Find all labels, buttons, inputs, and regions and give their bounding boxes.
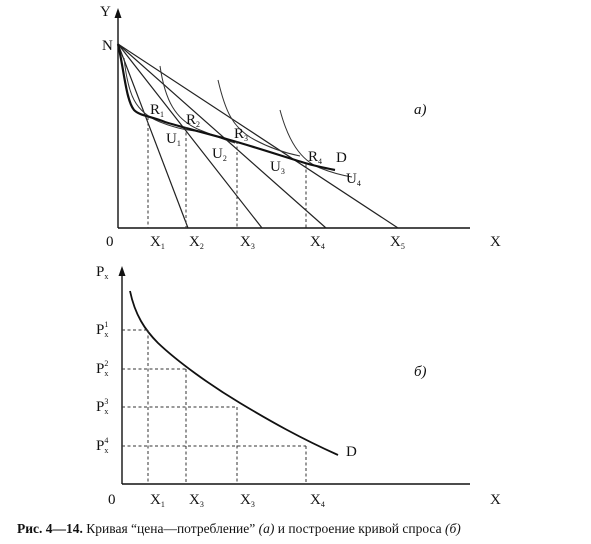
price-level-label-4: P4 x — [96, 436, 108, 455]
bottom-y-axis-label: Px — [96, 264, 108, 281]
figure-caption: Рис. 4—14. Кривая “цена—потребление” (а)… — [17, 521, 587, 537]
budget-line-2 — [117, 43, 263, 229]
top-panel: Y N 0 X а) D R1 R2 R3 R4 U1 U2 U3 U4 X1 … — [100, 4, 501, 251]
caption-text: Кривая “цена—потребление” — [86, 521, 256, 536]
price-level-label-2: P2 x — [96, 359, 108, 378]
panel-tag-b: б) — [414, 364, 427, 380]
top-x-tick-5: X5 — [390, 234, 405, 251]
indifference-label-u4: U4 — [346, 171, 361, 188]
point-r4: R4 — [308, 149, 322, 166]
budget-line-3 — [117, 43, 327, 229]
top-y-arrow — [114, 8, 122, 18]
bottom-curve-label: D — [346, 444, 357, 460]
top-x-axis-label: X — [490, 234, 501, 250]
indifference-label-u1: U1 — [166, 131, 181, 148]
top-x-tick-3: X3 — [240, 234, 255, 251]
caption-tag-a: (а) — [258, 521, 275, 536]
top-x-tick-1: X1 — [150, 234, 165, 251]
caption-number: Рис. 4—14. — [17, 521, 83, 536]
indifference-curve-4 — [279, 109, 353, 178]
bottom-origin-label: 0 — [108, 492, 116, 508]
bottom-panel: Px 0 X б) D P1 x P2 x P3 x P4 x X1 X3 X3 X4 — [96, 264, 501, 509]
top-curve-label: D — [336, 150, 347, 166]
top-x-tick-4: X4 — [310, 234, 325, 251]
indifference-label-u2: U2 — [212, 146, 227, 163]
bottom-x-tick-3: X3 — [240, 492, 255, 509]
top-origin-label: 0 — [106, 234, 114, 250]
top-y-axis-label: Y — [100, 4, 111, 20]
point-r3: R3 — [234, 126, 248, 143]
indifference-label-u3: U3 — [270, 159, 285, 176]
bottom-x-tick-1: X1 — [150, 492, 165, 509]
indifference-curve-3 — [217, 79, 301, 157]
budget-line-1 — [117, 43, 189, 229]
price-level-label-1: P1 x — [96, 320, 108, 339]
caption-tag-b: (б) — [444, 521, 461, 536]
bottom-y-arrow — [118, 266, 126, 276]
budget-line-4 — [117, 43, 399, 229]
intercept-label: N — [102, 38, 113, 54]
bottom-x-axis-label: X — [490, 492, 501, 508]
caption-middle: и построение кривой спроса — [277, 521, 442, 536]
demand-curve — [129, 290, 339, 456]
point-r1: R1 — [150, 102, 164, 119]
top-x-tick-2: X2 — [189, 234, 204, 251]
panel-tag-a: а) — [414, 102, 427, 118]
bottom-x-tick-4: X4 — [310, 492, 325, 509]
price-consumption-curve — [116, 43, 336, 172]
bottom-x-tick-2: X3 — [189, 492, 204, 509]
indifference-curve-1 — [123, 57, 196, 132]
price-level-label-3: P3 x — [96, 397, 108, 416]
point-r2: R2 — [186, 112, 200, 129]
